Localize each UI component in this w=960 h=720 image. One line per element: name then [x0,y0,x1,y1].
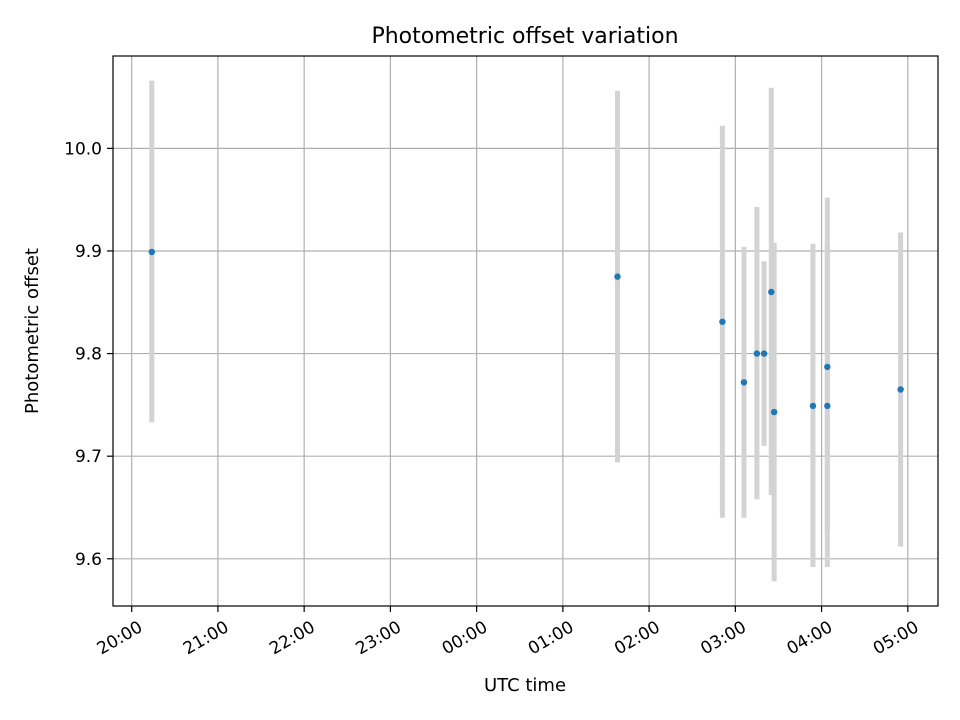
data-point [753,350,761,357]
x-tick-label: 05:00 [870,617,922,659]
y-tick-label: 9.7 [75,447,102,467]
grid [113,56,938,606]
y-tick-label: 10.0 [64,139,102,159]
y-axis-ticks: 9.6 9.7 9.8 9.9 10.0 [64,139,113,570]
data-point [809,402,817,410]
data-point [148,248,156,256]
plot-frame [112,55,939,607]
x-axis-label: UTC time [484,675,566,696]
x-tick-label: 03:00 [697,617,749,659]
data-point [824,363,831,371]
x-tick-label: 20:00 [94,617,146,659]
data-point [897,386,904,393]
data-point [740,379,748,386]
x-tick-label: 04:00 [784,617,836,659]
x-tick-label: 01:00 [525,617,577,659]
error-bars [149,80,904,582]
y-tick-label: 9.8 [75,345,102,365]
data-point [770,408,778,416]
data-point [760,350,768,357]
x-tick-label: 21:00 [180,617,232,659]
y-axis-label: Photometric offset [22,248,43,414]
x-tick-label: 22:00 [266,617,318,659]
data-points [148,248,904,416]
data-point [614,273,621,280]
x-tick-label: 02:00 [611,617,663,659]
data-point [768,288,775,296]
data-point [824,402,831,410]
x-tick-label: 23:00 [352,617,404,659]
y-tick-label: 9.9 [75,242,102,262]
x-axis-ticks: 20:00 21:00 22:00 23:00 00:00 01:00 02:00 03:00… [94,606,922,659]
chart-title: Photometric offset variation [371,24,678,49]
data-point [719,318,726,325]
x-tick-label: 00:00 [439,617,491,659]
y-tick-label: 9.6 [75,550,102,570]
